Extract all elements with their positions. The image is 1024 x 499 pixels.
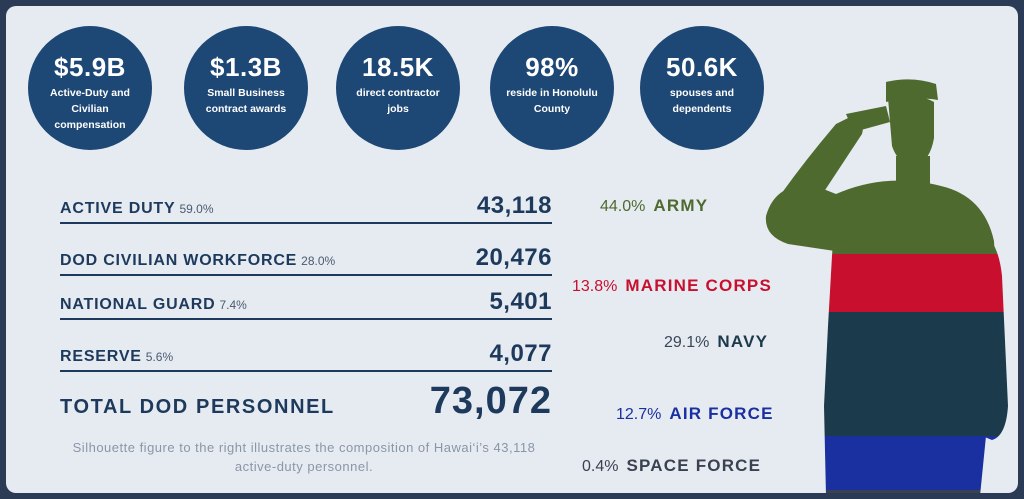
branch-pct: 13.8% bbox=[572, 278, 618, 295]
divider bbox=[60, 370, 552, 372]
row-label: RESERVE 5.6% bbox=[60, 348, 174, 365]
branch-pct: 0.4% bbox=[582, 458, 619, 475]
row-pct: 28.0% bbox=[301, 254, 336, 268]
stat-honolulu: 98% reside in Honolulu County bbox=[490, 26, 614, 150]
stat-value: $5.9B bbox=[54, 52, 126, 82]
branch-marine-corps: 13.8% MARINE CORPS bbox=[572, 276, 772, 296]
branch-pct: 29.1% bbox=[664, 334, 710, 351]
row-pct: 5.6% bbox=[145, 350, 174, 364]
row-dod-civilian: DOD CIVILIAN WORKFORCE 28.0% 20,476 bbox=[60, 236, 552, 276]
branch-name: SPACE FORCE bbox=[626, 456, 762, 475]
branch-name: MARINE CORPS bbox=[625, 276, 773, 295]
row-active-duty: ACTIVE DUTY 59.0% 43,118 bbox=[60, 184, 552, 224]
branch-name: AIR FORCE bbox=[669, 404, 774, 423]
infographic-panel: $5.9B Active-Duty and Civilian compensat… bbox=[6, 6, 1018, 493]
stat-compensation: $5.9B Active-Duty and Civilian compensat… bbox=[28, 26, 152, 150]
divider bbox=[60, 318, 552, 320]
stat-contractor-jobs: 18.5K direct contractor jobs bbox=[336, 26, 460, 150]
stat-label: reside in Honolulu County bbox=[506, 87, 598, 115]
branch-name: ARMY bbox=[653, 196, 709, 215]
band-marine-corps bbox=[765, 254, 1008, 312]
row-pct: 7.4% bbox=[219, 298, 247, 312]
stat-label: direct contractor jobs bbox=[356, 87, 440, 115]
band-navy bbox=[765, 312, 1008, 436]
row-reserve: RESERVE 5.6% 4,077 bbox=[60, 332, 552, 372]
row-pct: 59.0% bbox=[179, 202, 214, 216]
stat-value: 98% bbox=[525, 52, 579, 82]
divider bbox=[60, 222, 552, 224]
stat-label: Small Business contract awards bbox=[205, 87, 287, 115]
row-value: 4,077 bbox=[489, 340, 552, 367]
branch-army: 44.0% ARMY bbox=[600, 196, 708, 216]
row-national-guard: NATIONAL GUARD 7.4% 5,401 bbox=[60, 280, 552, 320]
stat-label: Active-Duty and Civilian compensation bbox=[50, 87, 130, 131]
stat-small-business: $1.3B Small Business contract awards bbox=[184, 26, 308, 150]
branch-name: NAVY bbox=[717, 332, 769, 351]
row-value: 20,476 bbox=[475, 244, 552, 271]
branch-space-force: 0.4% SPACE FORCE bbox=[582, 456, 761, 476]
row-value: 43,118 bbox=[476, 192, 552, 219]
saluting-soldier-silhouette bbox=[765, 79, 1008, 493]
stat-dependents: 50.6K spouses and dependents bbox=[640, 26, 764, 150]
band-army bbox=[765, 79, 1008, 254]
caption-note: Silhouette figure to the right illustrat… bbox=[72, 440, 536, 474]
stat-value: 50.6K bbox=[666, 52, 738, 82]
branch-navy: 29.1% NAVY bbox=[664, 332, 768, 352]
row-label: NATIONAL GUARD 7.4% bbox=[60, 296, 247, 313]
stat-value: 18.5K bbox=[362, 52, 434, 82]
stat-value: $1.3B bbox=[210, 52, 282, 82]
row-label: DOD CIVILIAN WORKFORCE 28.0% bbox=[60, 252, 336, 269]
total-value: 73,072 bbox=[429, 380, 552, 422]
band-space-force bbox=[765, 490, 1008, 493]
branch-pct: 44.0% bbox=[600, 198, 646, 215]
divider bbox=[60, 274, 552, 276]
total-label: TOTAL DOD PERSONNEL bbox=[60, 396, 335, 418]
row-label: ACTIVE DUTY 59.0% bbox=[60, 200, 214, 217]
stat-label: spouses and dependents bbox=[669, 87, 735, 115]
band-air-force bbox=[765, 436, 1008, 490]
row-value: 5,401 bbox=[489, 288, 552, 315]
branch-pct: 12.7% bbox=[616, 406, 662, 423]
branch-air-force: 12.7% AIR FORCE bbox=[616, 404, 774, 424]
